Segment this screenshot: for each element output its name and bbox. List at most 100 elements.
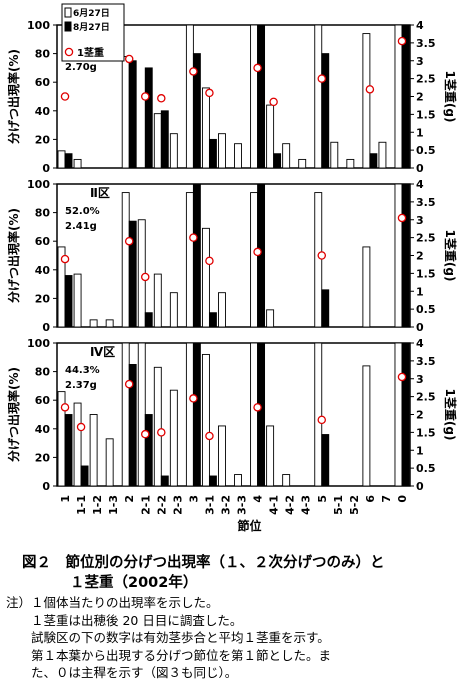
point-stem-weight [157,428,166,437]
bar-jun27 [394,342,403,487]
bar-jun27 [153,113,162,169]
left-tick-label: 100 [27,337,50,350]
right-tick-label: 2.5 [416,391,436,404]
point-stem-weight [76,422,86,432]
category-label: 6 [364,495,377,503]
bar-jun27 [266,104,275,169]
bar-jun27 [218,425,226,487]
point-stem-weight [317,251,326,260]
bar-aug27 [128,220,137,328]
bar-jun27 [362,33,371,169]
left-tick-label: 80 [35,366,51,379]
right-tick-label: 0.5 [416,303,436,316]
bar-aug27 [128,364,137,487]
point-stem-weight [397,36,407,46]
bar-jun27 [250,192,259,328]
bar-aug27 [80,465,89,487]
point-stem-weight [205,88,214,98]
bar-aug27 [321,289,330,328]
left-axis-title: 分げつ出現率(%) [6,367,21,462]
category-label: 5-1 [332,495,345,515]
figure-notes: 注）１個体当たりの出現率を示した。 １茎重は出穂後 20 日目に調査した。 試験… [6,594,331,682]
point-stem-weight [124,379,134,389]
left-tick-label: 80 [35,48,51,61]
bar-aug27 [192,53,201,169]
bar-jun27 [185,192,194,328]
bar-aug27 [257,24,266,169]
mean-stem-weight: 2.37g [65,380,97,391]
right-tick-label: 3.5 [416,196,436,209]
note-line: 注）１個体当たりの出現率を示した。 [6,595,219,610]
right-tick-label: 1 [416,444,424,457]
left-tick-label: 40 [35,423,51,436]
panel-3: 0 20 40 60 80 100 0 0.5 1 1.5 2 2.5 3 3.5 4 分げつ出現率(%) 1茎… [6,337,458,493]
right-tick-label: 3 [416,55,424,68]
bar-jun27 [169,292,178,328]
point-stem-weight [317,415,326,425]
figure-caption: 図２ 節位別の分げつ出現率（１、２次分げつのみ）と １茎重（2002年） [22,555,385,591]
bar-aug27 [192,342,201,487]
right-tick-label: 1 [416,126,424,139]
category-label: 1-3 [107,495,120,515]
right-tick-label: 1.5 [416,108,436,121]
legend-swatch-stem-weight [64,47,74,57]
bar-jun27 [153,273,162,328]
category-label: 4-3 [300,495,313,515]
bar-jun27 [378,141,387,169]
left-tick-label: 80 [35,207,51,220]
category-label: 0 [396,495,409,503]
right-axis-title: 1茎重(g) [443,389,458,441]
bar-jun27 [169,133,178,169]
point-stem-weight [269,97,278,107]
bar-jun27 [105,438,114,487]
bar-aug27 [64,275,73,328]
bar-aug27 [273,153,282,169]
category-label: 4 [252,495,265,503]
legend-label-stem-weight: 1茎重 [77,46,104,59]
note-line: た、０は主稈を示す（図３も同じ）。 [6,665,238,680]
category-label: 5-2 [348,495,361,515]
right-tick-label: 3 [416,373,424,386]
right-tick-label: 2.5 [416,73,436,86]
right-tick-label: 0 [416,480,424,493]
bar-jun27 [153,366,162,487]
bar-jun27 [121,56,130,169]
bar-jun27 [346,158,355,169]
category-label: 1-2 [91,495,104,515]
bar-jun27 [89,319,98,328]
point-stem-weight [189,67,198,76]
right-tick-label: 0.5 [416,462,436,475]
category-label: 4-2 [284,495,297,515]
bar-jun27 [73,273,82,328]
bar-jun27 [250,342,259,487]
bar-aug27 [401,183,410,328]
right-tick-label: 2 [416,91,424,104]
legend-swatch-aug27 [64,21,72,32]
right-tick-label: 3.5 [416,355,436,368]
right-tick-label: 1.5 [416,426,436,439]
bar-aug27 [401,342,410,487]
category-label: 2-3 [171,495,184,515]
bar-jun27 [73,402,82,487]
point-stem-weight [365,85,375,94]
bar-aug27 [160,475,169,487]
category-label: 4-1 [268,495,281,515]
bar-jun27 [218,133,226,169]
left-tick-label: 0 [42,480,50,493]
bar-jun27 [201,353,210,487]
bar-jun27 [282,143,291,169]
legend-label-jun27: 6月27日 [73,8,110,19]
bar-aug27 [192,183,201,328]
bar-jun27 [298,158,307,169]
left-tick-label: 0 [42,162,50,175]
panel-2: 0 20 40 60 80 100 0 0.5 1 1.5 2 2.5 3 3.5 4 分げつ出現率(%) 1茎… [6,178,458,334]
point-stem-weight [124,236,134,246]
effective-tiller-rate: 44.3% [65,365,100,376]
category-label: 7 [380,495,393,503]
point-stem-weight [140,92,150,101]
point-stem-weight [253,403,262,412]
bar-aug27 [144,312,153,328]
bar-aug27 [257,342,266,487]
panel-1: 0 20 40 60 80 100 0 0.5 1 1.5 2 2.5 3 3.5 4 分げつ出現率(%) 1茎… [6,3,458,175]
right-tick-label: 2 [416,250,424,263]
